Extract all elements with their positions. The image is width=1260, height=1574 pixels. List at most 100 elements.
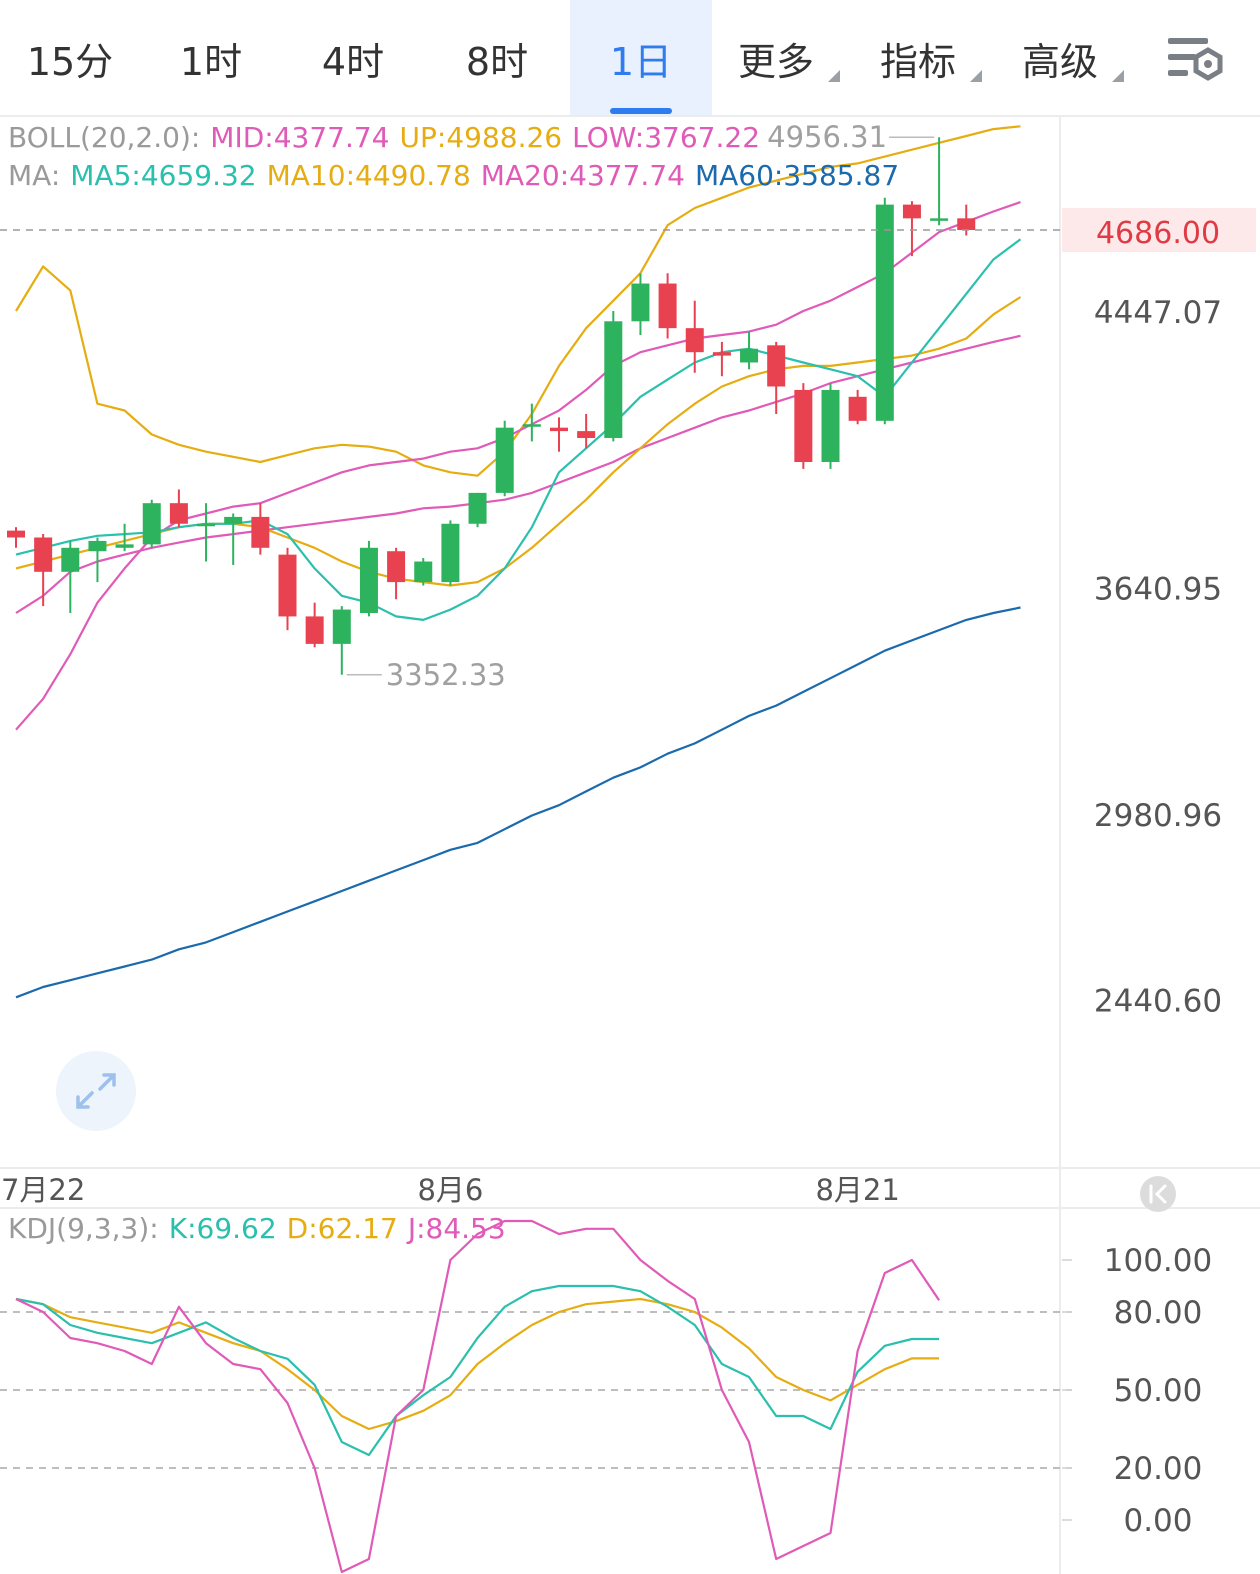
- candle-body: [685, 328, 704, 353]
- period-tab-bar: 15分 1时 4时 8时 1日 更多 指标 高级: [0, 0, 1260, 116]
- tab-2[interactable]: 1时: [140, 0, 282, 116]
- price-tick-label: 3640.95: [1094, 572, 1222, 608]
- candle-body: [251, 516, 270, 548]
- candle-body: [7, 530, 25, 538]
- tab-7[interactable]: 指标: [854, 0, 996, 116]
- candle-body: [902, 204, 921, 219]
- tab-label: 指标: [879, 39, 956, 84]
- price-tick-label: 4447.07: [1094, 295, 1222, 331]
- candle-body: [957, 218, 976, 231]
- tab-5[interactable]: 1日: [570, 0, 712, 116]
- legend-boll-item: UP:4988.26: [400, 121, 563, 154]
- candle-body: [142, 503, 161, 545]
- tab-8[interactable]: 高级: [996, 0, 1138, 116]
- high-price-annotation: 4956.31: [767, 120, 887, 154]
- tab-label: 1时: [179, 39, 243, 84]
- low-price-annotation: 3352.33: [386, 658, 506, 692]
- candle-body: [767, 345, 786, 387]
- candle-body: [522, 424, 541, 427]
- expand-arrows-icon: [76, 1073, 116, 1109]
- kdj-tick-label: 20.00: [1114, 1451, 1203, 1487]
- candle-body: [61, 547, 80, 572]
- candle-body: [875, 204, 894, 421]
- boll-mid-line: [15, 334, 1021, 614]
- candle-body: [441, 523, 460, 583]
- candle-body: [794, 389, 813, 462]
- candle-body: [495, 427, 514, 493]
- tab-label: 1日: [609, 39, 673, 84]
- date-axis-label: 8月21: [815, 1173, 899, 1207]
- candle-body: [88, 540, 107, 552]
- tab-1[interactable]: 15分: [0, 0, 140, 116]
- current-price-badge: [1062, 208, 1256, 253]
- kdj-k-line: [15, 1284, 940, 1457]
- tab-label: 15分: [26, 39, 114, 84]
- candle-body: [468, 492, 487, 524]
- candle-body: [604, 321, 623, 438]
- legend-boll-item: LOW:3767.22: [572, 121, 760, 154]
- tab-3[interactable]: 4时: [282, 0, 424, 116]
- date-axis-label: 7月22: [1, 1173, 85, 1207]
- legend-ma: MA: MA5:4659.32 MA10:4490.78 MA20:4377.74 MA…: [8, 159, 899, 192]
- ma60-line: [15, 606, 1021, 999]
- legend-kdj-prefix: KDJ(9,3,3):: [8, 1212, 159, 1245]
- active-tab-indicator: [610, 108, 672, 114]
- candle-body: [658, 283, 677, 329]
- candle-body: [930, 218, 949, 221]
- candle-body: [305, 616, 324, 644]
- candle-body: [332, 609, 351, 644]
- current-price-label: 4686.00: [1096, 216, 1220, 251]
- date-axis-label: 8月6: [417, 1173, 483, 1207]
- candle-body: [848, 396, 867, 421]
- candle-body: [278, 554, 297, 617]
- legend-ma-item: MA20:4377.74: [481, 159, 685, 192]
- legend-ma-item: MA10:4490.78: [267, 159, 471, 192]
- legend-ma-prefix: MA:: [8, 159, 60, 192]
- price-tick-label: 2440.60: [1094, 984, 1222, 1020]
- legend-kdj-item: K:69.62: [169, 1212, 277, 1245]
- kdj-tick-label: 100.00: [1104, 1243, 1212, 1279]
- ma5-line: [15, 238, 1022, 622]
- tab-4[interactable]: 8时: [424, 0, 570, 116]
- candle-body: [197, 523, 216, 527]
- legend-kdj: KDJ(9,3,3): K:69.62 D:62.17 J:84.53: [8, 1212, 506, 1245]
- dropdown-triangle-icon: [970, 70, 982, 82]
- dropdown-triangle-icon: [1112, 70, 1124, 82]
- tab-label: 4时: [321, 39, 385, 84]
- boll-low-line: [15, 201, 1021, 731]
- legend-boll-prefix: BOLL(20,2.0):: [8, 121, 200, 154]
- candle-body: [631, 283, 650, 322]
- candle-body: [577, 431, 596, 438]
- kdj-d-line: [15, 1297, 940, 1431]
- legend-boll-item: MID:4377.74: [210, 121, 389, 154]
- legend-kdj-item: D:62.17: [287, 1212, 398, 1245]
- candle-body: [821, 389, 840, 462]
- kdj-tick-label: 50.00: [1114, 1373, 1203, 1409]
- kdj-j-line: [15, 1219, 941, 1574]
- candle-body: [115, 544, 134, 548]
- kdj-tick-label: 80.00: [1114, 1295, 1203, 1331]
- candle-body: [414, 561, 433, 583]
- candle-body: [169, 503, 188, 524]
- candle-body: [712, 352, 731, 356]
- legend-boll: BOLL(20,2.0): MID:4377.74 UP:4988.26 LOW:37…: [8, 121, 760, 154]
- tab-6[interactable]: 更多: [712, 0, 854, 116]
- fullscreen-button[interactable]: [56, 1051, 136, 1131]
- price-tick-label: 2980.96: [1094, 798, 1222, 834]
- tab-label: 更多: [737, 39, 814, 84]
- candle-body: [740, 348, 759, 363]
- candle-body: [387, 551, 406, 583]
- candle-body: [359, 547, 378, 613]
- scroll-to-start-icon: [1149, 1184, 1167, 1204]
- tab-label: 8时: [465, 39, 529, 84]
- legend-ma-item: MA60:3585.87: [695, 159, 899, 192]
- tab-label: 高级: [1021, 39, 1098, 84]
- dropdown-triangle-icon: [828, 70, 840, 82]
- kdj-tick-label: 0.00: [1123, 1503, 1192, 1539]
- candle-body: [34, 537, 53, 572]
- boll-up-line: [15, 125, 1021, 477]
- candle-body: [224, 516, 243, 524]
- chart-settings-icon[interactable]: [1164, 30, 1226, 86]
- candle-body: [550, 427, 568, 432]
